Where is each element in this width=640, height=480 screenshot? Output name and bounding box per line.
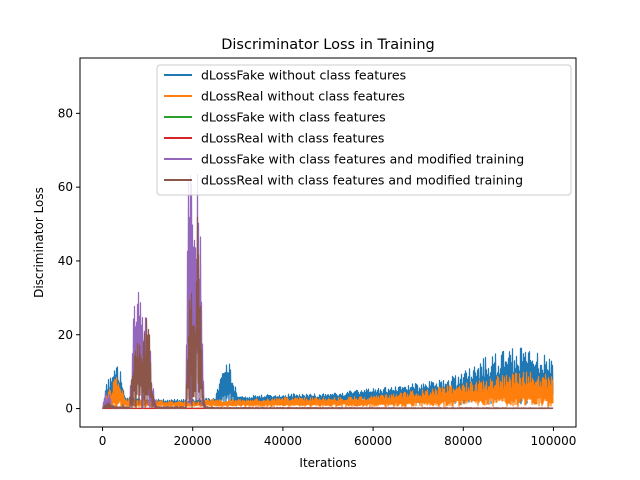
x-axis-label: Iterations [299,456,356,470]
legend-label-dlossreal-with-class-features-and-modified-training: dLossReal with class features and modifi… [201,173,523,188]
x-tick-label: 20000 [174,434,212,448]
x-tick-label: 100000 [531,434,577,448]
series-line-dlossreal-without-class-features [102,371,554,410]
x-tick-label: 0 [99,434,107,448]
y-tick-label: 20 [58,328,73,342]
legend-label-dlossreal-with-class-features: dLossReal with class features [201,131,384,146]
legend-label-dlossfake-with-class-features-and-modified-training: dLossFake with class features and modifi… [201,152,524,167]
x-tick-label: 40000 [264,434,302,448]
legend-label-dlossfake-without-class-features: dLossFake without class features [201,68,406,83]
chart-title: Discriminator Loss in Training [221,37,435,53]
legend: dLossFake without class features dLossRea… [156,64,572,196]
x-tick-label: 80000 [444,434,482,448]
y-axis-label: Discriminator Loss [32,187,46,298]
plot-area [79,57,577,428]
legend-frame [156,64,572,196]
y-tick-label: 0 [65,402,73,416]
x-axis: 0 20000 40000 60000 80000 100000 [99,427,577,448]
y-tick-label: 60 [58,180,73,194]
y-tick-label: 40 [58,254,73,268]
legend-label-dlossfake-with-class-features: dLossFake with class features [201,110,386,125]
series-layer [101,173,554,410]
y-tick-label: 80 [58,106,73,120]
x-tick-label: 60000 [354,434,392,448]
series-line-dlossreal-with-class-features-and-modified-training [102,216,554,410]
y-axis: 0 20 40 60 80 [58,106,80,416]
legend-label-dlossreal-without-class-features: dLossReal without class features [201,89,405,104]
plot-frame [79,57,577,428]
